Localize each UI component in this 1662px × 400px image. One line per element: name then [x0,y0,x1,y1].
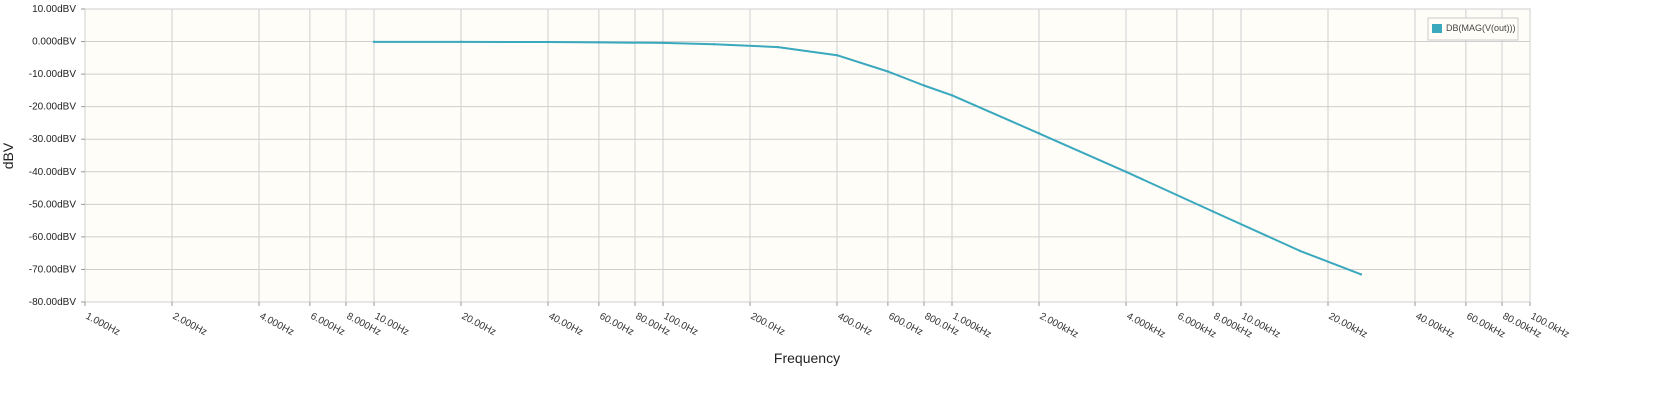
x-tick-label: 200.0Hz [749,311,787,338]
y-tick-label: -60.00dBV [29,232,77,243]
y-tick-label: 0.000dBV [32,37,76,48]
y-axis-ticks: 10.00dBV 0.000dBV -10.00dBV -20.00dBV -30.00… [29,4,85,308]
x-tick-label: 60.00kHz [1464,311,1506,341]
y-tick-label: -40.00dBV [29,167,77,178]
data-point [1298,249,1302,253]
y-tick-label: -20.00dBV [29,102,77,113]
data-point [1211,210,1215,213]
x-tick-label: 2.000kHz [1038,311,1080,341]
data-point [950,94,954,97]
data-point [1037,132,1041,135]
x-tick-label: 4.000Hz [258,311,296,338]
plot-area [84,8,1531,303]
x-tick-label: 400.0Hz [836,311,874,338]
x-tick-label: 60.00Hz [597,311,635,338]
data-point [372,40,376,44]
x-tick-label: 1.000Hz [84,311,122,338]
data-point [835,54,839,57]
x-tick-label: 600.0Hz [886,311,924,338]
x-tick-label: 20.00Hz [460,311,498,338]
x-tick-label: 2.000Hz [171,311,209,338]
x-tick-label: 20.00kHz [1327,311,1369,341]
legend-swatch [1432,24,1442,33]
x-tick-label: 6.000Hz [308,311,346,338]
x-tick-label: 40.00kHz [1414,311,1456,341]
x-tick-label: 4.000kHz [1125,311,1167,341]
series-line [373,40,1362,276]
y-tick-label: -50.00dBV [29,199,77,210]
y-tick-label: -10.00dBV [29,69,77,80]
data-point [886,70,890,73]
data-point [1124,170,1128,173]
y-tick-label: 10.00dBV [32,4,76,15]
x-axis-title: Frequency [774,350,840,366]
y-tick-label: -30.00dBV [29,134,77,145]
data-point [712,42,716,46]
data-point [597,41,601,44]
data-point [546,40,550,44]
y-tick-label: -80.00dBV [29,297,77,308]
y-tick-label: -70.00dBV [29,264,77,275]
data-point [922,84,926,87]
x-tick-label: 40.00Hz [547,311,585,338]
legend[interactable]: DB(MAG(V(out))) [1427,17,1519,41]
x-axis-ticks: 1.000Hz 2.000Hz 4.000Hz 6.000Hz8.000Hz10.00… [84,302,1571,340]
grid-lines [84,8,1531,303]
y-axis-title: dBV [0,142,16,169]
x-tick-label: 6.000kHz [1175,311,1217,341]
series-layer [372,40,1363,276]
data-point [776,45,780,49]
legend-label: DB(MAG(V(out))) [1446,23,1516,33]
data-point [1359,273,1363,276]
legend-box [1427,17,1519,41]
data-point [661,41,665,45]
data-point [459,40,463,44]
